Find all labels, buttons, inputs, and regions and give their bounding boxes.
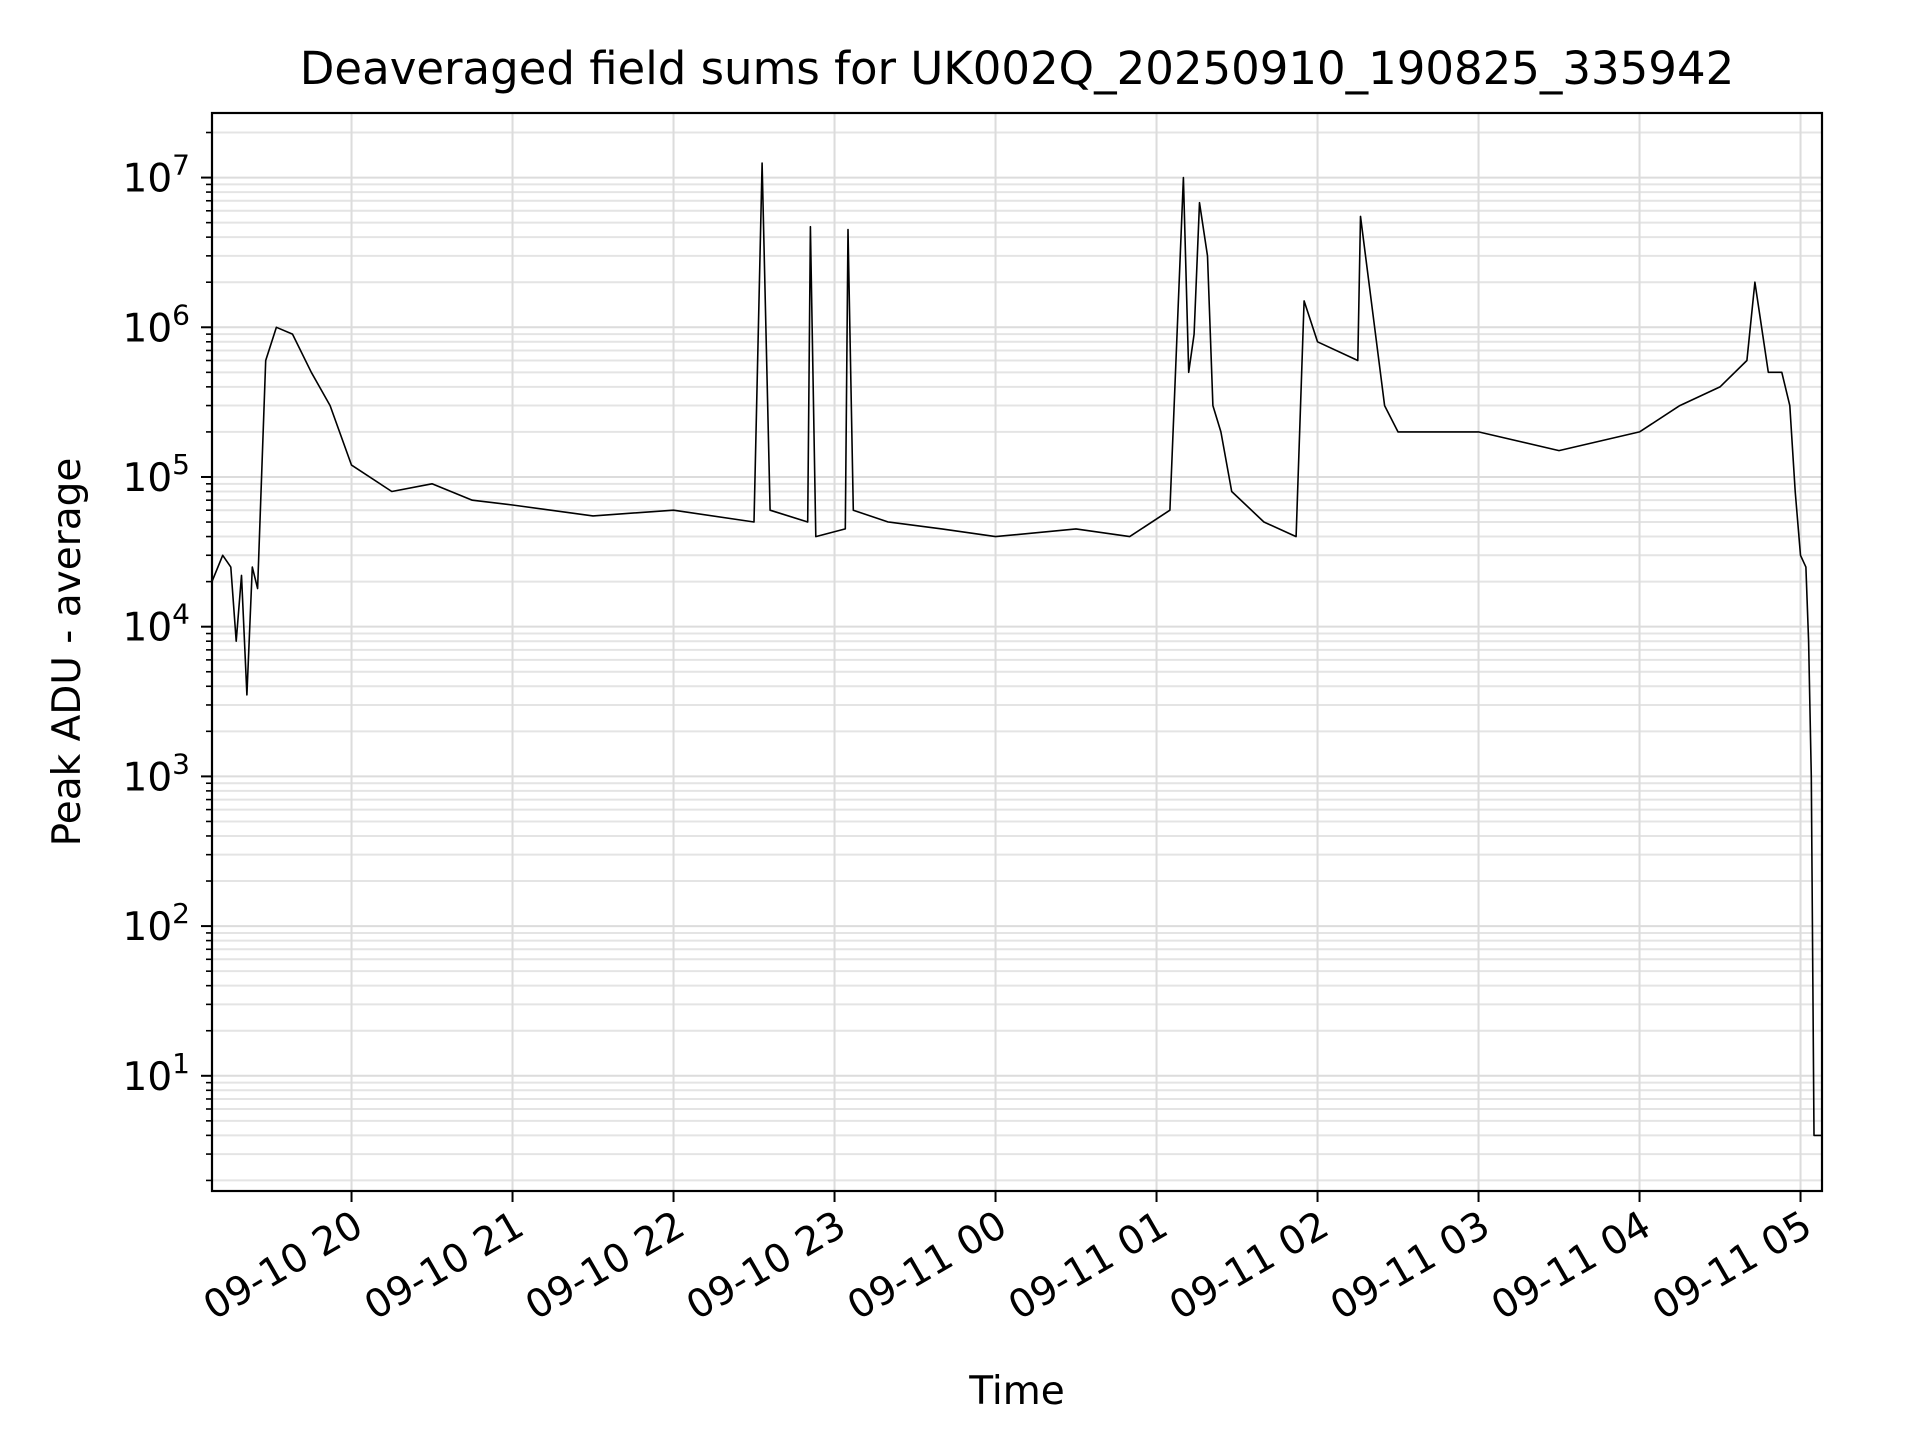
y-tick-label: 103 xyxy=(123,747,190,800)
x-axis-label: Time xyxy=(968,1369,1064,1414)
grid-lines xyxy=(212,113,1822,1191)
y-tick-label: 106 xyxy=(123,298,190,351)
chart-title: Deaveraged field sums for UK002Q_2025091… xyxy=(300,42,1734,95)
y-tick-label: 104 xyxy=(123,598,190,651)
series-line xyxy=(211,162,1822,1137)
y-tick-label: 105 xyxy=(123,448,190,501)
y-tick-label: 102 xyxy=(123,897,190,950)
y-axis-label: Peak ADU - average xyxy=(45,458,90,847)
plot-frame xyxy=(210,111,1824,1193)
y-tick-label: 101 xyxy=(123,1047,190,1100)
y-tick-label: 107 xyxy=(123,149,190,202)
y-axis: 101 102 103 104 105 106 107 xyxy=(123,131,212,1182)
